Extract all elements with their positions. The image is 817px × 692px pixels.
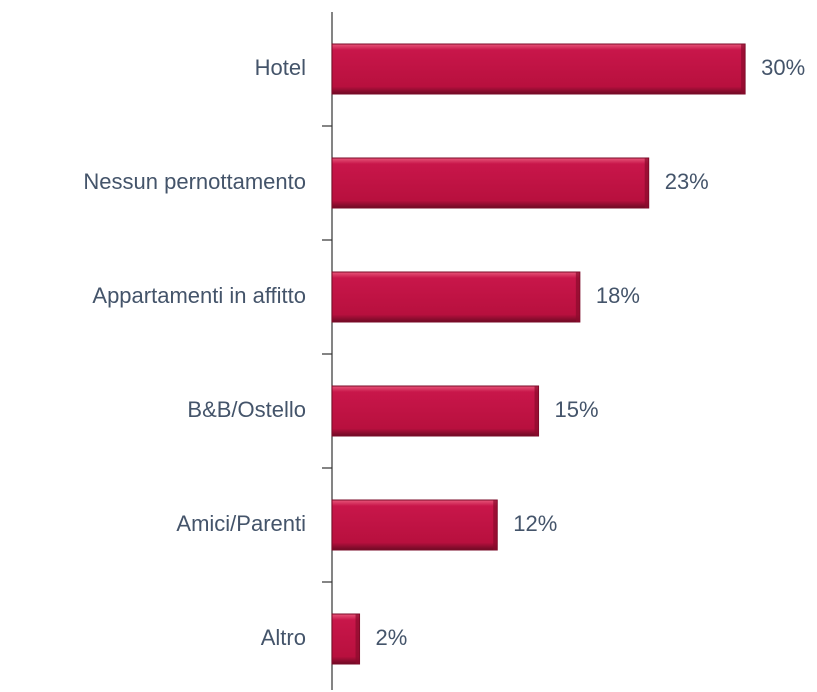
- bar: [331, 613, 361, 665]
- category-label: B&B/Ostello: [187, 397, 306, 422]
- bar-edge: [493, 500, 498, 550]
- bar: [331, 385, 540, 437]
- bar-edge: [575, 272, 580, 322]
- bar-edge: [741, 44, 746, 94]
- value-label: 12%: [513, 511, 557, 536]
- bar: [331, 271, 581, 323]
- bar-edge: [644, 158, 649, 208]
- category-label: Altro: [261, 625, 306, 650]
- value-label: 15%: [555, 397, 599, 422]
- bar: [331, 157, 650, 209]
- value-label: 23%: [665, 169, 709, 194]
- bar-edge: [355, 614, 360, 664]
- bar-edge: [534, 386, 539, 436]
- bar: [331, 499, 498, 551]
- category-label: Nessun pernottamento: [83, 169, 306, 194]
- value-label: 18%: [596, 283, 640, 308]
- category-label: Hotel: [255, 55, 306, 80]
- category-label: Appartamenti in affitto: [92, 283, 306, 308]
- value-label: 30%: [761, 55, 805, 80]
- category-label: Amici/Parenti: [176, 511, 306, 536]
- bar: [331, 43, 746, 95]
- value-label: 2%: [376, 625, 408, 650]
